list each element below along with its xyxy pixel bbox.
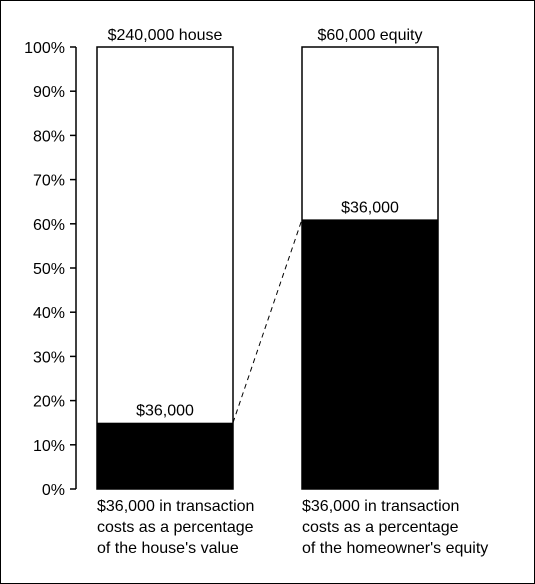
category-label: $36,000 in transaction — [97, 498, 254, 515]
bar-top-label: $240,000 house — [108, 27, 223, 44]
y-tick-label: 100% — [24, 40, 65, 57]
category-label: costs as a percentage — [302, 519, 459, 536]
fill-value-label: $36,000 — [136, 403, 194, 420]
y-tick-label: 80% — [33, 128, 65, 145]
y-axis: 0% 10% 20% 30% 40% 50% 60% 70% 80% 90% 100% — [24, 40, 77, 499]
y-tick-label: 10% — [33, 438, 65, 455]
category-label: costs as a percentage — [97, 519, 254, 536]
bar-fill — [97, 422, 233, 489]
fill-value-label: $36,000 — [341, 199, 399, 216]
y-tick-label: 90% — [33, 84, 65, 101]
category-label: $36,000 in transaction — [302, 498, 459, 515]
category-label: of the house's value — [97, 540, 239, 557]
bars — [96, 46, 439, 490]
bar-top-label: $60,000 equity — [318, 27, 423, 44]
connector-line — [232, 219, 303, 423]
y-tick-label: 40% — [33, 305, 65, 322]
labels: $240,000 house $36,000 $36,000 in transact… — [97, 27, 488, 557]
category-label: of the homeowner's equity — [302, 540, 488, 557]
y-tick-label: 60% — [33, 217, 65, 234]
y-tick-label: 50% — [33, 261, 65, 278]
y-tick-label: 0% — [42, 482, 65, 499]
y-tick-label: 20% — [33, 394, 65, 411]
y-tick-label: 30% — [33, 349, 65, 366]
bar-outline — [96, 46, 234, 490]
bar-fill — [302, 219, 438, 489]
y-tick-label: 70% — [33, 173, 65, 190]
